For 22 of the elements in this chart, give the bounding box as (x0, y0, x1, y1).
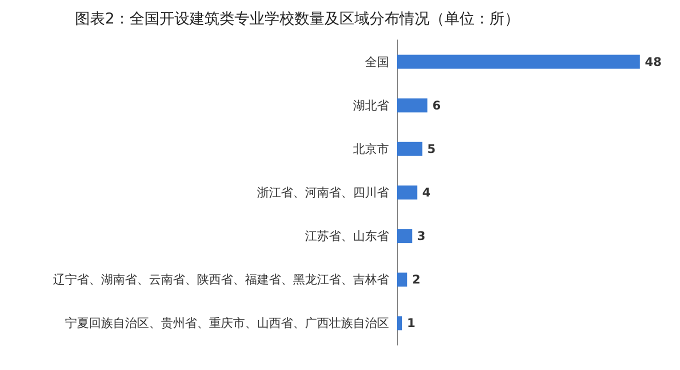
bar (397, 186, 418, 200)
bar (397, 272, 408, 287)
data-label: 3 (417, 229, 426, 244)
data-label: 1 (407, 316, 416, 330)
data-label: 4 (422, 186, 431, 200)
bar (397, 316, 402, 330)
data-label: 2 (412, 272, 420, 287)
bar (397, 54, 640, 69)
y-tick-label: 辽宁省、湖南省、云南省、陕西省、福建省、黑龙江省、吉林省 (53, 272, 389, 287)
y-tick-label: 江苏省、山东省 (305, 229, 389, 244)
y-tick-label: 北京市 (353, 142, 389, 156)
y-tick-label: 宁夏回族自治区、贵州省、重庆市、山西省、广西壮族自治区 (65, 316, 389, 330)
bar (397, 142, 422, 156)
y-tick-label: 湖北省 (353, 98, 389, 112)
data-label: 48 (644, 54, 662, 69)
bar (397, 98, 428, 112)
bar (397, 229, 412, 244)
y-tick-label: 全国 (365, 54, 389, 69)
chart-title: 图表2：全国开设建筑类专业学校数量及区域分布情况（单位：所） (75, 10, 520, 28)
data-label: 5 (427, 142, 436, 156)
y-tick-label: 浙江省、河南省、四川省 (257, 186, 389, 200)
data-label: 6 (432, 98, 441, 112)
